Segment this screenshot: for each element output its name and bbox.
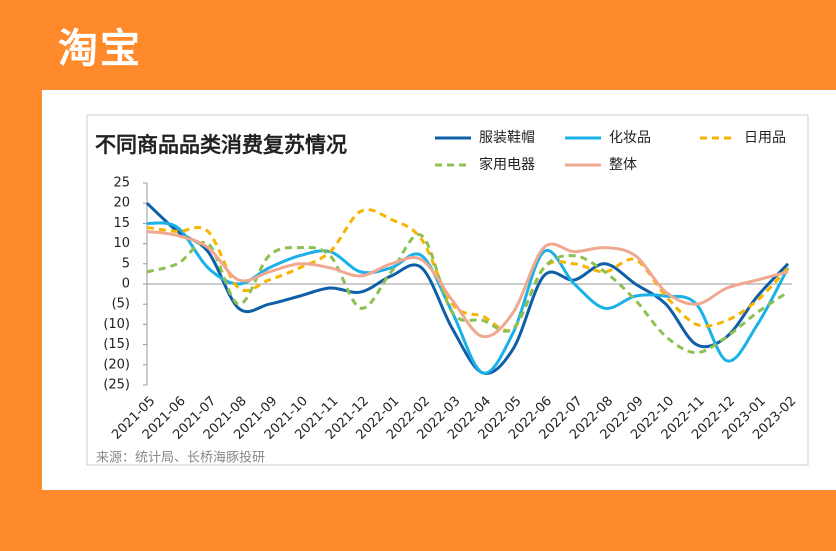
legend-label: 服装鞋帽: [479, 130, 535, 146]
y-tick-label: (15): [103, 337, 130, 352]
y-tick-label: 15: [113, 216, 130, 231]
y-tick-label: (25): [103, 378, 130, 393]
y-tick-label: (10): [103, 317, 130, 332]
legend-label: 日用品: [744, 130, 786, 146]
card: [42, 90, 836, 490]
y-tick-label: 25: [113, 176, 130, 191]
series-line: [146, 221, 790, 375]
series-line: [145, 202, 790, 375]
y-tick-label: (20): [103, 357, 130, 372]
series-line: [146, 229, 789, 339]
y-tick-label: 5: [122, 256, 130, 271]
y-tick-label: 10: [113, 236, 130, 251]
legend-label: 家用电器: [479, 156, 535, 173]
legend-label: 整体: [609, 157, 637, 173]
chart-title: 不同商品品类消费复苏情况: [95, 133, 347, 157]
source: 来源：统计局、长桥海豚投研: [96, 450, 265, 466]
logo: 淘宝: [58, 26, 142, 72]
series-line: [146, 233, 789, 355]
y-tick-label: 0: [122, 277, 130, 292]
series-line: [146, 208, 790, 333]
chart-frame: [86, 114, 809, 466]
y-tick-label: 20: [113, 196, 130, 211]
legend-label: 化妆品: [609, 130, 651, 146]
y-tick-label: (5): [112, 297, 130, 312]
